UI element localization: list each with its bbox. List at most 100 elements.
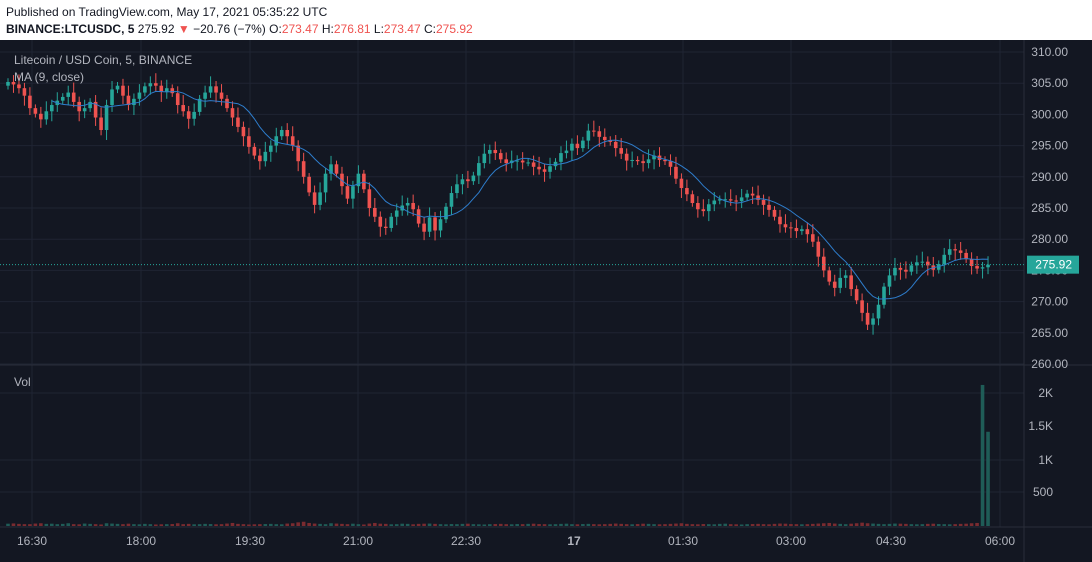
volume-bar: [60, 523, 65, 526]
candle-body: [208, 86, 213, 93]
close-label: C:: [423, 22, 436, 36]
open-label: O:: [269, 22, 282, 36]
candle-body: [17, 84, 21, 89]
candle-body: [707, 204, 711, 212]
candle-body: [827, 270, 832, 282]
volume-bar: [827, 522, 832, 526]
volume-bar: [460, 523, 465, 526]
volume-bar: [509, 524, 514, 526]
volume-bar: [986, 431, 990, 526]
volume-bar: [613, 523, 618, 526]
volume-bar: [756, 523, 760, 526]
volume-bar: [143, 523, 147, 526]
price-tick-label: 270.00: [1031, 295, 1068, 309]
volume-bar: [104, 523, 109, 526]
volume-bar: [99, 524, 103, 526]
volume-bar: [296, 522, 300, 526]
volume-bar: [400, 523, 404, 526]
candle-body: [592, 130, 596, 132]
volume-bar: [915, 524, 919, 526]
volume-bar: [800, 524, 804, 526]
volume-bar: [696, 524, 700, 526]
candle-body: [274, 136, 279, 146]
volume-bar: [931, 523, 936, 526]
candle-body: [247, 136, 251, 147]
candle-body: [279, 130, 284, 137]
open-value: 273.47: [281, 22, 319, 36]
candle-body: [219, 92, 224, 99]
volume-bar: [307, 522, 311, 526]
candle-body: [186, 111, 191, 119]
volume-bar: [471, 524, 476, 526]
candle-body: [772, 209, 777, 217]
candle-body: [159, 85, 164, 92]
price-tick-label: 280.00: [1031, 232, 1068, 246]
candle-body: [394, 210, 399, 217]
volume-bar: [225, 523, 229, 526]
volume-bar: [50, 523, 54, 526]
candle-body: [6, 81, 10, 86]
price-tick-label: 310.00: [1031, 45, 1068, 59]
volume-bar: [383, 523, 388, 526]
volume-bar: [816, 523, 821, 526]
volume-bar: [137, 524, 142, 526]
candle-body: [690, 194, 695, 204]
volume-bar: [466, 523, 470, 526]
candle-body: [11, 81, 16, 85]
time-tick-label: 01:30: [668, 534, 698, 548]
candle-body: [608, 139, 613, 142]
volume-bar: [663, 524, 667, 526]
candle-body: [99, 117, 103, 130]
volume-bar: [312, 523, 317, 526]
candle-body: [597, 131, 602, 137]
candle-body: [734, 200, 738, 202]
volume-bar: [728, 524, 733, 526]
chart-area[interactable]: 310.00 305.00 300.00 295.00 290.00 285.00 280.…: [0, 40, 1092, 562]
candle-body: [318, 192, 322, 205]
published-note: Published on TradingView.com, May 17, 20…: [6, 5, 328, 19]
volume-bar: [181, 524, 185, 526]
candle-body: [717, 199, 722, 201]
volume-bar: [542, 524, 547, 526]
time-tick-label: 06:00: [985, 534, 1015, 548]
candle-body: [493, 149, 498, 154]
volume-bar: [958, 523, 963, 526]
volume-bar: [55, 524, 60, 526]
volume-bar: [893, 523, 897, 526]
volume-bar: [739, 524, 744, 526]
volume-bar: [444, 524, 448, 526]
volume-bar: [871, 523, 875, 526]
volume-bar: [942, 524, 947, 526]
candle-body: [559, 153, 563, 162]
volume-bar: [926, 523, 930, 526]
candle-body: [301, 161, 306, 177]
volume-bar: [904, 523, 908, 526]
volume-bar: [71, 524, 76, 526]
candle-body: [285, 130, 290, 137]
chart-svg[interactable]: 310.00 305.00 300.00 295.00 290.00 285.00 280.…: [0, 40, 1092, 562]
candle-body: [367, 189, 372, 208]
volume-bar: [17, 523, 21, 526]
candle-body: [307, 176, 311, 193]
candle-body: [805, 229, 810, 235]
volume-bar: [323, 524, 328, 526]
candle-body: [854, 289, 859, 301]
candle-body: [602, 136, 607, 140]
candle-body: [723, 199, 728, 201]
legend-volume: Vol: [14, 375, 31, 389]
volume-bar: [301, 521, 306, 526]
volume-bar: [581, 524, 585, 526]
candle-body: [624, 153, 629, 161]
volume-bar: [351, 523, 355, 526]
volume-bar: [498, 523, 503, 526]
volume-bar: [230, 522, 235, 526]
candle-body: [449, 193, 454, 207]
volume-bar: [975, 522, 979, 526]
candle-body: [269, 145, 273, 152]
volume-bar: [876, 523, 881, 526]
candle-body: [964, 252, 968, 260]
low-value: 273.47: [383, 22, 421, 36]
volume-bar: [821, 523, 826, 526]
candle-body: [154, 83, 158, 86]
volume-bar: [154, 524, 158, 526]
